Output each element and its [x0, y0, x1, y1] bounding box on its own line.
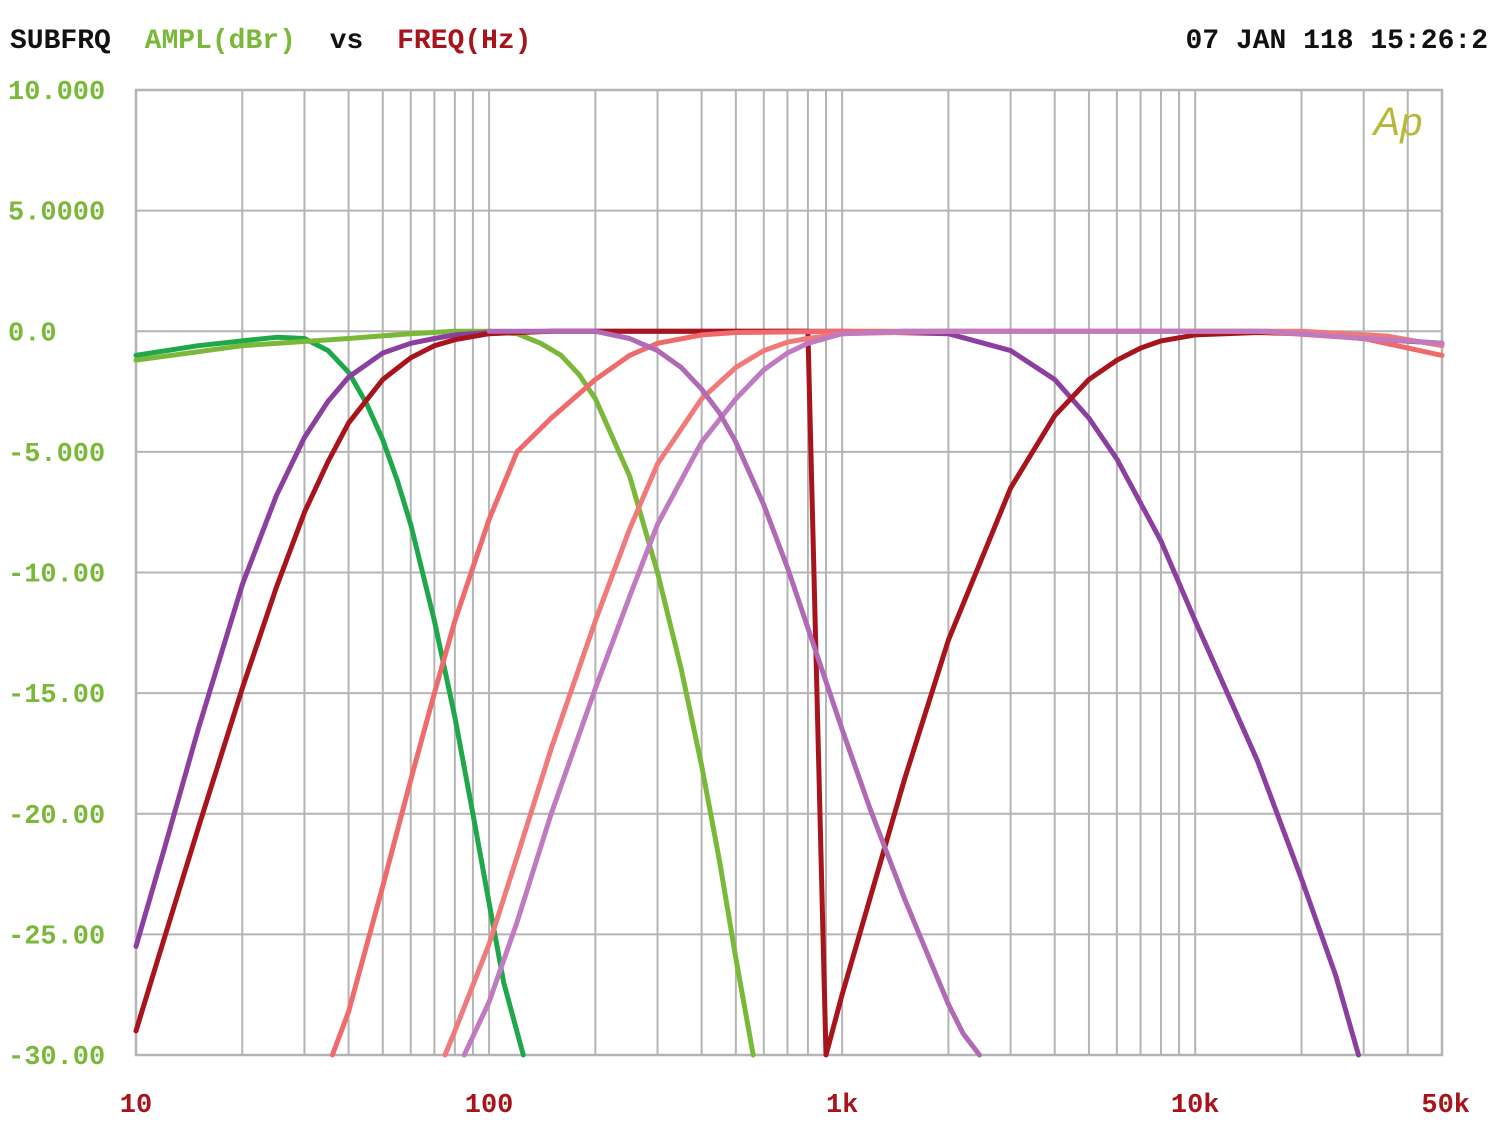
y-tick-labels: 10.000 5.0000 0.0 -5.000 -10.00 -15.00 -20.00 -…: [8, 78, 105, 1073]
x-tick-label: 100: [465, 1091, 514, 1121]
x-tick-label: 1k: [826, 1091, 858, 1121]
y-tick-label: 10.000: [8, 78, 105, 108]
x-tick-label: 10: [120, 1091, 152, 1121]
series-line-1: [133, 334, 526, 1058]
y-tick-label: -5.000: [8, 440, 105, 470]
x-tick-label: 50k: [1421, 1091, 1470, 1121]
y-tick-label: 0.0: [8, 319, 57, 349]
x-tick-labels: 10 100 1k 10k 50k: [120, 1091, 1470, 1121]
y-tick-label: -30.00: [8, 1043, 105, 1073]
x-tick-label: 10k: [1171, 1091, 1220, 1121]
y-tick-label: -20.00: [8, 802, 105, 832]
timestamp: 07 JAN 118 15:26:2: [1186, 26, 1488, 57]
y-tick-label: -10.00: [8, 561, 105, 591]
title-part-freq: FREQ(Hz): [397, 26, 531, 57]
title-part-subfrq: SUBFRQ: [10, 26, 111, 57]
series-line-2: [133, 328, 756, 1058]
plot-frame: [134, 88, 1444, 1057]
ap-logo: Ap: [1372, 100, 1423, 144]
y-tick-label: -15.00: [8, 681, 105, 711]
chart-title: SUBFRQ AMPL(dBr) vs FREQ(Hz): [10, 26, 532, 57]
series-lines: [133, 328, 1445, 1058]
y-tick-label: 5.0000: [8, 199, 105, 229]
series-line-8: [486, 328, 982, 1058]
title-part-vs: vs: [330, 26, 364, 57]
y-tick-label: -25.00: [8, 922, 105, 952]
title-part-ampl: AMPL(dBr): [145, 26, 296, 57]
series-line-7: [461, 328, 1445, 1058]
plot-grid: [135, 89, 1443, 1056]
